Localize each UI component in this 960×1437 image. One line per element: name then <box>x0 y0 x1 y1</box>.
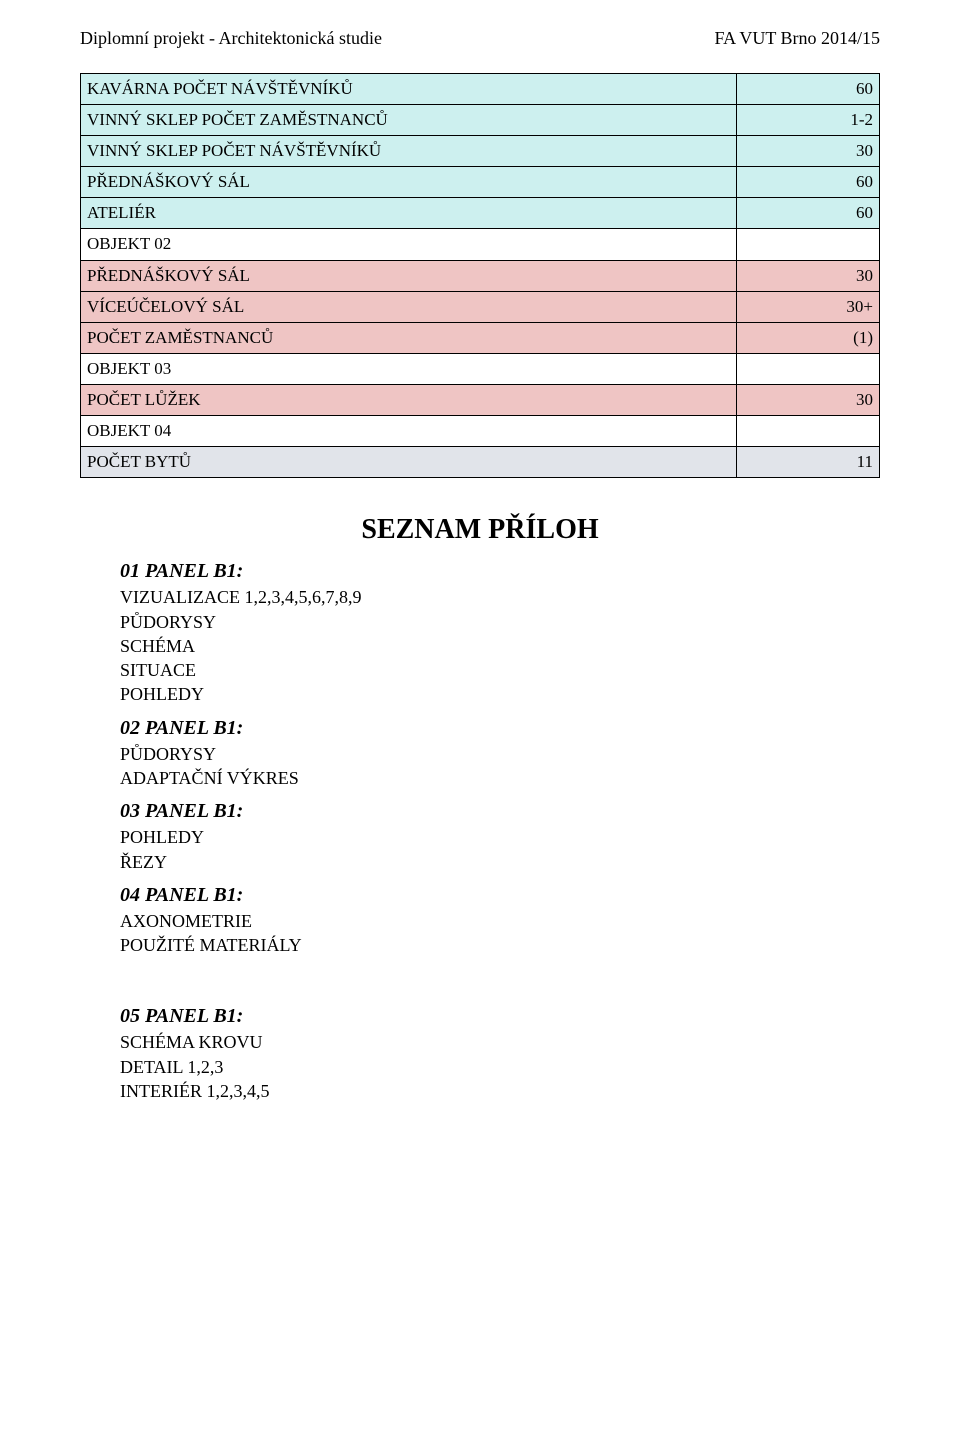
spacer <box>80 967 880 995</box>
panel-item: POUŽITÉ MATERIÁLY <box>120 933 880 957</box>
panel-item: SCHÉMA <box>120 634 880 658</box>
panel-item: ADAPTAČNÍ VÝKRES <box>120 766 880 790</box>
panel-item: POHLEDY <box>120 825 880 849</box>
table-row: KAVÁRNA POČET NÁVŠTĚVNÍKŮ 60 <box>81 74 880 105</box>
table-row: ATELIÉR 60 <box>81 198 880 229</box>
table-row: POČET ZAMĚSTNANCŮ (1) <box>81 322 880 353</box>
panel-title: 03 PANEL B1: <box>120 800 880 823</box>
panel-item: PŮDORYSY <box>120 610 880 634</box>
table-cell-value: (1) <box>737 322 880 353</box>
panel-item: ŘEZY <box>120 850 880 874</box>
panel-item: SCHÉMA KROVU <box>120 1030 880 1054</box>
panel-block: 04 PANEL B1: AXONOMETRIE POUŽITÉ MATERIÁ… <box>120 884 880 958</box>
table-cell-value: 60 <box>737 74 880 105</box>
panel-item: INTERIÉR 1,2,3,4,5 <box>120 1079 880 1103</box>
panel-item: AXONOMETRIE <box>120 909 880 933</box>
table-row: POČET BYTŮ 11 <box>81 447 880 478</box>
table-cell-label: PŘEDNÁŠKOVÝ SÁL <box>81 167 737 198</box>
table-cell-value: 30+ <box>737 291 880 322</box>
table-row: VINNÝ SKLEP POČET ZAMĚSTNANCŮ 1-2 <box>81 105 880 136</box>
panel-title: 04 PANEL B1: <box>120 884 880 907</box>
panel-item: VIZUALIZACE 1,2,3,4,5,6,7,8,9 <box>120 585 880 609</box>
header-left: Diplomní projekt - Architektonická studi… <box>80 28 382 49</box>
table-cell-label: ATELIÉR <box>81 198 737 229</box>
table-row: VINNÝ SKLEP POČET NÁVŠTĚVNÍKŮ 30 <box>81 136 880 167</box>
panel-title: 05 PANEL B1: <box>120 1005 880 1028</box>
table-cell-value <box>737 416 880 447</box>
panel-title: 01 PANEL B1: <box>120 560 880 583</box>
table-row: PŘEDNÁŠKOVÝ SÁL 60 <box>81 167 880 198</box>
table-cell-label: VÍCEÚČELOVÝ SÁL <box>81 291 737 322</box>
table-cell-label: KAVÁRNA POČET NÁVŠTĚVNÍKŮ <box>81 74 737 105</box>
table-cell-label: VINNÝ SKLEP POČET NÁVŠTĚVNÍKŮ <box>81 136 737 167</box>
table-cell-value: 30 <box>737 384 880 415</box>
table-cell-label: OBJEKT 03 <box>81 353 737 384</box>
table-cell-label: POČET ZAMĚSTNANCŮ <box>81 322 737 353</box>
table-cell-label: PŘEDNÁŠKOVÝ SÁL <box>81 260 737 291</box>
panel-item: PŮDORYSY <box>120 742 880 766</box>
table-cell-value: 30 <box>737 260 880 291</box>
table-cell-label: POČET LŮŽEK <box>81 384 737 415</box>
panel-block: 05 PANEL B1: SCHÉMA KROVU DETAIL 1,2,3 I… <box>120 1005 880 1103</box>
panel-block: 03 PANEL B1: POHLEDY ŘEZY <box>120 800 880 874</box>
table-cell-label: OBJEKT 04 <box>81 416 737 447</box>
table-cell-value <box>737 229 880 260</box>
capacity-table: KAVÁRNA POČET NÁVŠTĚVNÍKŮ 60 VINNÝ SKLEP… <box>80 73 880 478</box>
table-cell-label: OBJEKT 02 <box>81 229 737 260</box>
table-row: OBJEKT 03 <box>81 353 880 384</box>
table-cell-label: VINNÝ SKLEP POČET ZAMĚSTNANCŮ <box>81 105 737 136</box>
header-right: FA VUT Brno 2014/15 <box>714 28 880 49</box>
table-cell-value: 60 <box>737 167 880 198</box>
panel-item: POHLEDY <box>120 682 880 706</box>
panel-item: SITUACE <box>120 658 880 682</box>
page: Diplomní projekt - Architektonická studi… <box>0 0 960 1437</box>
table-row: PŘEDNÁŠKOVÝ SÁL 30 <box>81 260 880 291</box>
table-row: OBJEKT 04 <box>81 416 880 447</box>
panel-title: 02 PANEL B1: <box>120 717 880 740</box>
table-cell-value: 30 <box>737 136 880 167</box>
table-cell-value: 60 <box>737 198 880 229</box>
table-cell-value <box>737 353 880 384</box>
table-row: VÍCEÚČELOVÝ SÁL 30+ <box>81 291 880 322</box>
table-cell-value: 1-2 <box>737 105 880 136</box>
panel-block: 01 PANEL B1: VIZUALIZACE 1,2,3,4,5,6,7,8… <box>120 560 880 706</box>
table-row: POČET LŮŽEK 30 <box>81 384 880 415</box>
table-cell-value: 11 <box>737 447 880 478</box>
page-header: Diplomní projekt - Architektonická studi… <box>80 28 880 49</box>
table-cell-label: POČET BYTŮ <box>81 447 737 478</box>
panel-block: 02 PANEL B1: PŮDORYSY ADAPTAČNÍ VÝKRES <box>120 717 880 791</box>
table-row: OBJEKT 02 <box>81 229 880 260</box>
attachments-heading: SEZNAM PŘÍLOH <box>80 514 880 546</box>
panel-item: DETAIL 1,2,3 <box>120 1055 880 1079</box>
